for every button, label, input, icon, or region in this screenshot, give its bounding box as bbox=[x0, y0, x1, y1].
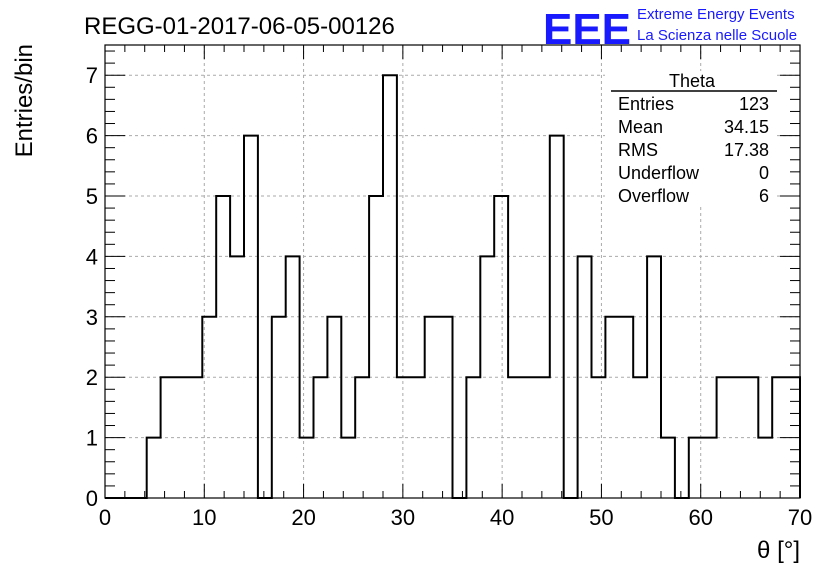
x-tick-label: 20 bbox=[291, 505, 315, 530]
stats-row-value: 34.15 bbox=[724, 117, 769, 137]
y-tick-label: 1 bbox=[86, 426, 98, 451]
y-axis-label: Entries/bin bbox=[11, 44, 38, 157]
x-tick-label: 60 bbox=[688, 505, 712, 530]
y-tick-label: 6 bbox=[86, 124, 98, 149]
stats-row-value: 123 bbox=[739, 94, 769, 114]
y-tick-label: 3 bbox=[86, 305, 98, 330]
y-tick-label: 2 bbox=[86, 365, 98, 390]
stats-row-label: RMS bbox=[618, 140, 658, 160]
y-tick-label: 5 bbox=[86, 184, 98, 209]
x-tick-label: 30 bbox=[391, 505, 415, 530]
x-axis-label: θ [°] bbox=[757, 537, 800, 564]
y-tick-label: 4 bbox=[86, 244, 98, 269]
stats-row-label: Underflow bbox=[618, 163, 700, 183]
stats-row-value: 6 bbox=[759, 186, 769, 206]
stats-row-value: 0 bbox=[759, 163, 769, 183]
eee-logo: EEE bbox=[543, 5, 631, 54]
histogram-line bbox=[105, 74, 801, 499]
logo-line-1: Extreme Energy Events bbox=[637, 6, 795, 23]
plot-frame bbox=[104, 44, 801, 499]
logo-line-2: La Scienza nelle Scuole bbox=[637, 27, 797, 44]
x-tick-label: 50 bbox=[589, 505, 613, 530]
x-axis: 0 10 20 30 40 50 60 70 bbox=[99, 45, 812, 530]
stats-title: Theta bbox=[669, 71, 716, 91]
y-tick-label: 7 bbox=[86, 63, 98, 88]
x-tick-label: 10 bbox=[192, 505, 216, 530]
stats-rows: Entries 123 Mean 34.15 RMS 17.38 Underflow 0 Ove… bbox=[618, 94, 769, 206]
stats-box-frame bbox=[605, 71, 775, 205]
stats-row-label: Entries bbox=[618, 94, 674, 114]
stats-row-label: Overflow bbox=[618, 186, 690, 206]
stats-box: Theta Entries 123 Mean 34.15 RMS 17.38 Underfl… bbox=[605, 71, 777, 206]
stats-row-label: Mean bbox=[618, 117, 663, 137]
y-tick-label: 0 bbox=[86, 486, 98, 511]
stats-row-value: 17.38 bbox=[724, 140, 769, 160]
x-tick-label: 40 bbox=[490, 505, 514, 530]
chart-title: REGG-01-2017-06-05-00126 bbox=[84, 13, 395, 40]
x-tick-label: 0 bbox=[99, 505, 111, 530]
x-tick-label: 70 bbox=[788, 505, 812, 530]
